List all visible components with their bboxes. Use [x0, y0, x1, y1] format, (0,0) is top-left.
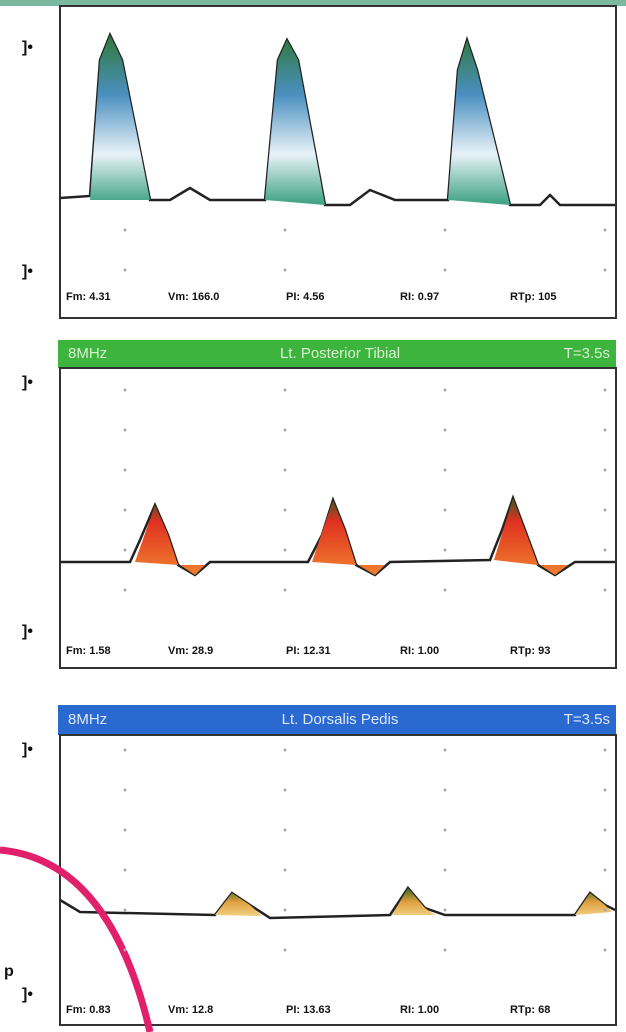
grid-dot: [604, 509, 607, 512]
grid-dot: [284, 229, 287, 232]
grid-dot: [604, 909, 607, 912]
grid-dot: [444, 869, 447, 872]
measurement: Fm: 1.58: [66, 645, 111, 657]
measurement: RI: 1.00: [400, 1004, 439, 1016]
grid-dot: [124, 429, 127, 432]
grid-dot: [124, 789, 127, 792]
grid-dot: [124, 589, 127, 592]
grid-dot: [444, 549, 447, 552]
marker: ]•: [22, 39, 33, 56]
grid-dot: [604, 829, 607, 832]
grid-dot: [284, 549, 287, 552]
grid-dot: [284, 949, 287, 952]
grid-dot: [444, 229, 447, 232]
measurement: Fm: 0.83: [66, 1004, 111, 1016]
grid-dot: [124, 829, 127, 832]
grid-dot: [124, 749, 127, 752]
grid-dot: [444, 509, 447, 512]
measurement: RTp: 68: [510, 1004, 550, 1016]
grid-dot: [284, 869, 287, 872]
grid-dot: [284, 589, 287, 592]
grid-dot: [124, 389, 127, 392]
marker: ]•: [22, 741, 33, 758]
measurement: RTp: 93: [510, 645, 550, 657]
frequency: 8MHz: [68, 345, 107, 362]
grid-dot: [444, 789, 447, 792]
grid-dot: [444, 429, 447, 432]
doppler-report: ]• ]• ]• ]• ]• ]• p 8MHz Lt. Posterior T…: [0, 0, 626, 1032]
corner-label: p: [4, 963, 14, 980]
measurement: PI: 4.56: [286, 291, 325, 303]
grid-dot: [444, 589, 447, 592]
vessel: Lt. Posterior Tibial: [280, 345, 400, 362]
grid-dot: [444, 749, 447, 752]
grid-dot: [124, 549, 127, 552]
frequency: 8MHz: [68, 711, 107, 728]
grid-dot: [604, 469, 607, 472]
grid-dot: [604, 269, 607, 272]
measurement: RI: 0.97: [400, 291, 439, 303]
grid-dot: [444, 949, 447, 952]
time: T=3.5s: [564, 711, 610, 728]
grid-dot: [124, 269, 127, 272]
grid-dot: [124, 869, 127, 872]
vessel: Lt. Dorsalis Pedis: [282, 711, 399, 728]
grid-dot: [284, 429, 287, 432]
measurement: Vm: 12.8: [168, 1004, 213, 1016]
plot-frame: [60, 735, 616, 1025]
grid-dot: [604, 589, 607, 592]
grid-dot: [284, 389, 287, 392]
grid-dot: [124, 909, 127, 912]
grid-dot: [284, 469, 287, 472]
marker: ]•: [22, 374, 33, 391]
grid-dot: [604, 749, 607, 752]
grid-dot: [284, 789, 287, 792]
grid-dot: [124, 229, 127, 232]
grid-dot: [284, 909, 287, 912]
grid-dot: [444, 909, 447, 912]
measurement: PI: 12.31: [286, 645, 331, 657]
grid-dot: [604, 869, 607, 872]
measurement: Vm: 166.0: [168, 291, 219, 303]
marker: ]•: [22, 623, 33, 640]
grid-dot: [284, 509, 287, 512]
marker: ]•: [22, 263, 33, 280]
grid-dot: [444, 469, 447, 472]
grid-dot: [444, 389, 447, 392]
grid-dot: [604, 429, 607, 432]
grid-dot: [444, 829, 447, 832]
measurement: Fm: 4.31: [66, 291, 111, 303]
grid-dot: [124, 469, 127, 472]
grid-dot: [604, 789, 607, 792]
grid-dot: [124, 949, 127, 952]
page: ]• ]• ]• ]• ]• ]• p 8MHz Lt. Posterior T…: [0, 0, 626, 1032]
measurement: RTp: 105: [510, 291, 556, 303]
grid-dot: [604, 389, 607, 392]
grid-dot: [444, 269, 447, 272]
grid-dot: [604, 549, 607, 552]
measurement: PI: 13.63: [286, 1004, 331, 1016]
grid-dot: [284, 829, 287, 832]
measurement: Vm: 28.9: [168, 645, 213, 657]
time: T=3.5s: [564, 345, 610, 362]
grid-dot: [604, 229, 607, 232]
marker: ]•: [22, 986, 33, 1003]
grid-dot: [604, 949, 607, 952]
grid-dot: [124, 509, 127, 512]
grid-dot: [284, 269, 287, 272]
grid-dot: [284, 749, 287, 752]
measurement: RI: 1.00: [400, 645, 439, 657]
